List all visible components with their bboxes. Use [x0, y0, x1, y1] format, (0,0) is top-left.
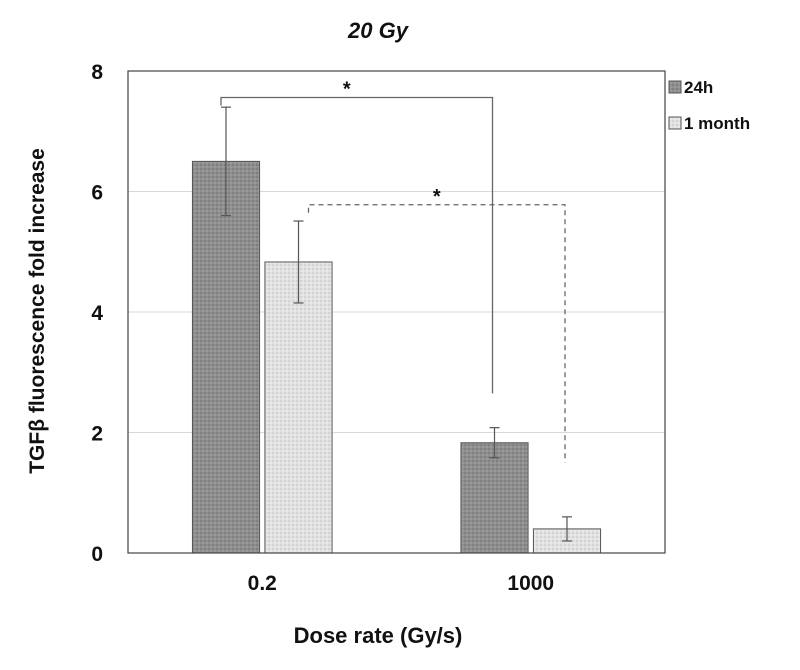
plot-frame — [127, 70, 666, 554]
significance-label: * — [343, 79, 351, 101]
bars — [191, 160, 602, 554]
legend-swatch — [668, 116, 682, 130]
x-axis-ticks: 0.2 1000 — [248, 572, 554, 595]
chart-title: 20 Gy — [347, 18, 410, 43]
bar-1-month-0.2 — [264, 261, 333, 554]
significance-bracket — [307, 204, 566, 463]
y-tick-label: 0 — [91, 543, 103, 566]
bar-24h-1000 — [460, 442, 529, 554]
x-tick-label: 1000 — [507, 572, 554, 595]
significance-bracket — [220, 96, 494, 394]
x-axis-label: Dose rate (Gy/s) — [294, 623, 463, 648]
error-bars — [221, 106, 572, 542]
y-tick-label: 6 — [91, 182, 103, 205]
significance-label: * — [433, 186, 441, 208]
y-axis-label: TGFβ fluorescence fold increase — [26, 148, 49, 474]
legend: 24h 1 month — [668, 78, 750, 133]
y-axis-ticks: 0 2 4 6 8 — [91, 61, 103, 566]
legend-label: 24h — [684, 78, 713, 97]
legend-label: 1 month — [684, 114, 750, 133]
bar-24h-0.2 — [191, 160, 261, 554]
significance-brackets: ** — [220, 79, 566, 463]
y-tick-label: 4 — [91, 302, 103, 325]
y-tick-label: 8 — [91, 61, 103, 84]
legend-swatch — [668, 80, 682, 94]
x-tick-label: 0.2 — [248, 572, 277, 595]
y-tick-label: 2 — [91, 423, 103, 446]
